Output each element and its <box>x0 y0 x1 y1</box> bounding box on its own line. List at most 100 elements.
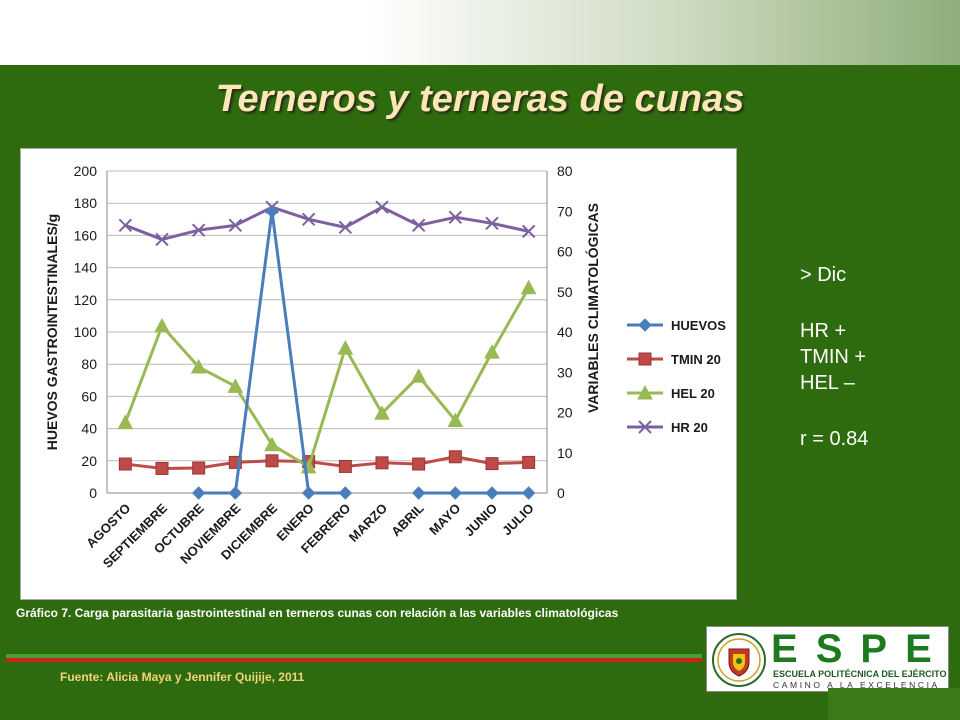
logo-letter-e2: E <box>905 627 950 671</box>
espe-logo: ESPE ESCUELA POLITÉCNICA DEL EJÉRCITO CA… <box>706 626 949 692</box>
data-point-hel-20 <box>410 368 427 383</box>
y2-tick-label: 80 <box>557 163 573 179</box>
y-tick-label: 0 <box>89 485 97 501</box>
data-point-hel-20 <box>337 340 354 355</box>
logo-letters: ESPE <box>771 627 950 672</box>
y2-axis-title: VARIABLES CLIMATOLÓGICAS <box>584 203 601 413</box>
series-line-hel-20 <box>123 286 530 469</box>
data-point-huevos <box>301 486 316 500</box>
data-point-hr-20 <box>521 224 536 239</box>
data-point-hr-20 <box>155 232 169 247</box>
logo-letter-p: P <box>860 627 906 671</box>
note-dic: > Dic <box>800 264 847 286</box>
y2-tick-label: 10 <box>557 445 573 461</box>
data-point-hel-20 <box>484 344 500 359</box>
legend-marker-huevos <box>638 318 652 332</box>
top-banner <box>0 0 960 65</box>
data-point-huevos <box>228 486 243 500</box>
data-point-huevos <box>448 486 463 500</box>
note-hr: HR + <box>800 320 847 342</box>
data-point-hr-20 <box>228 218 243 233</box>
source-note: Fuente: Alicia Maya y Jennifer Quijije, … <box>60 670 305 684</box>
data-point-hr-20 <box>118 218 133 233</box>
logo-motto: CAMINO A LA EXCELENCIA <box>773 680 940 690</box>
data-point-hel-20 <box>264 436 280 452</box>
corner-block <box>828 688 960 720</box>
y-tick-label: 60 <box>81 388 97 404</box>
side-notes: > Dic HR + TMIN + HEL – r = 0.84 <box>800 262 868 452</box>
y-tick-label: 80 <box>81 356 97 372</box>
y-tick-label: 40 <box>81 421 97 437</box>
data-point-huevos <box>521 486 536 500</box>
data-point-tmin-20 <box>485 457 499 471</box>
y-tick-label: 160 <box>74 227 98 243</box>
y-tick-label: 140 <box>74 260 98 276</box>
logo-letter-e: E <box>771 627 816 671</box>
y2-tick-label: 30 <box>557 364 573 380</box>
y-tick-label: 100 <box>74 324 98 340</box>
y-tick-label: 200 <box>74 163 98 179</box>
logo-letter-s: S <box>815 627 861 671</box>
data-point-tmin-20 <box>375 456 389 470</box>
y2-tick-label: 0 <box>557 485 565 501</box>
data-point-hel-20 <box>227 378 244 393</box>
y2-tick-label: 60 <box>557 244 573 260</box>
data-point-tmin-20 <box>338 459 352 473</box>
data-point-tmin-20 <box>265 454 279 468</box>
legend-label-tmin-20: TMIN 20 <box>671 352 721 367</box>
y2-tick-label: 20 <box>557 405 573 421</box>
data-point-hr-20 <box>301 212 316 227</box>
data-point-hr-20 <box>411 218 426 233</box>
figure-caption: Gráfico 7. Carga parasitaria gastrointes… <box>16 606 619 620</box>
y2-tick-label: 70 <box>557 203 573 219</box>
data-point-tmin-20 <box>118 457 132 471</box>
x-tick-label: JUNIO <box>461 501 500 540</box>
data-point-huevos <box>265 204 279 218</box>
legend-label-huevos: HUEVOS <box>671 318 726 333</box>
slide-title: Terneros y terneras de cunas <box>215 78 745 120</box>
data-point-hel-20 <box>374 405 390 420</box>
data-point-tmin-20 <box>192 461 206 475</box>
data-point-hel-20 <box>520 279 537 295</box>
legend-marker-hel-20 <box>637 384 653 400</box>
shield-emblem-icon <box>712 633 766 687</box>
note-correlation: r = 0.84 <box>800 428 869 450</box>
divider-green <box>6 654 702 658</box>
data-point-huevos <box>191 486 206 500</box>
data-point-hr-20 <box>191 223 206 237</box>
series-line-tmin-20 <box>125 455 529 470</box>
legend-label-hr-20: HR 20 <box>671 420 708 435</box>
data-point-hel-20 <box>447 412 464 428</box>
x-tick-label: MARZO <box>346 501 390 545</box>
line-chart: 0 20 40 60 80 100 120 140 160 180 200 0 10 20 30 40 50 60… <box>44 163 726 571</box>
data-point-huevos <box>338 486 353 500</box>
y-tick-label: 180 <box>74 195 98 211</box>
y-tick-label: 120 <box>74 292 98 308</box>
data-point-tmin-20 <box>155 461 169 475</box>
y2-tick-label: 50 <box>557 284 573 300</box>
x-tick-label: JULIO <box>499 501 537 539</box>
y-axis-title: HUEVOS GASTROINTESTINALES/g <box>44 214 60 450</box>
note-hel: HEL – <box>800 372 855 394</box>
data-point-tmin-20 <box>448 450 462 464</box>
data-point-hr-20 <box>338 220 353 235</box>
data-point-hr-20 <box>375 200 389 214</box>
x-tick-label: ABRIL <box>388 500 427 539</box>
data-point-huevos <box>485 486 499 500</box>
data-point-hr-20 <box>485 216 499 231</box>
y-tick-label: 20 <box>81 453 97 469</box>
chart-panel: 0 20 40 60 80 100 120 140 160 180 200 0 10 20 30 40 50 60… <box>20 148 737 600</box>
data-point-hel-20 <box>117 414 134 430</box>
legend-marker-tmin-20 <box>638 352 652 366</box>
data-point-hel-20 <box>190 358 207 374</box>
legend-label-hel-20: HEL 20 <box>671 386 715 401</box>
y2-tick-label: 40 <box>557 324 573 340</box>
data-point-tmin-20 <box>412 457 426 471</box>
data-point-hel-20 <box>154 317 170 333</box>
data-point-hr-20 <box>448 210 463 224</box>
x-tick-label: MAYO <box>426 501 463 538</box>
data-point-huevos <box>411 486 426 500</box>
series-line-hr-20 <box>124 205 529 241</box>
legend-marker-hr-20 <box>638 420 652 434</box>
note-tmin: TMIN + <box>800 346 867 368</box>
